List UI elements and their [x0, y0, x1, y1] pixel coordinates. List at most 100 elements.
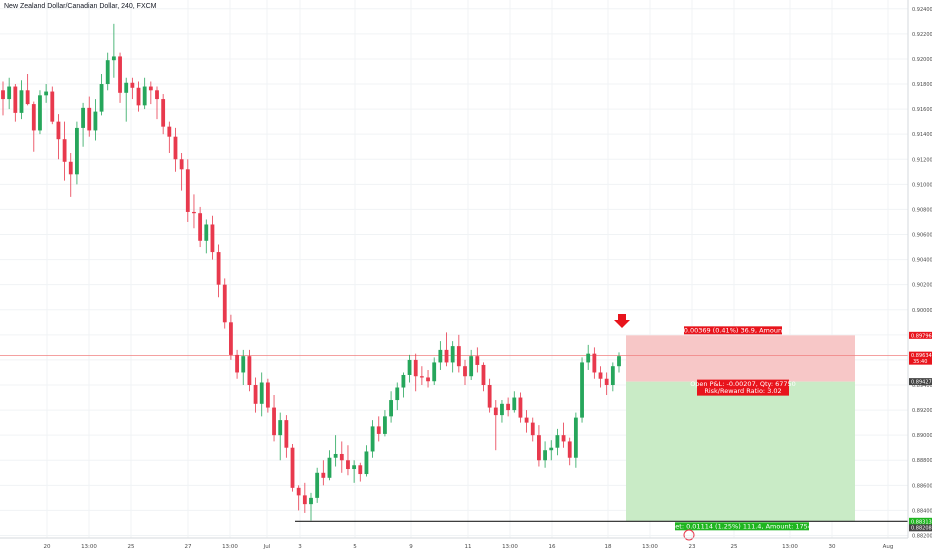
candlestick-series — [1, 23, 621, 521]
candle-body — [309, 497, 313, 505]
candle-body — [580, 362, 584, 418]
candle-body — [487, 385, 492, 408]
candle-body — [192, 211, 196, 214]
sell-arrow-icon — [614, 314, 630, 328]
x-tick-label: 20 — [44, 544, 51, 550]
candle-body — [549, 447, 554, 451]
x-tick-label: 13:00 — [81, 544, 97, 550]
candle-body — [419, 376, 424, 378]
candle-body — [198, 213, 203, 241]
time-axis[interactable]: 20 13:00 25 27 13:00 Jul 3 5 9 11 13:00 16 18 13:00 23… — [0, 537, 908, 550]
candle-body — [339, 453, 344, 461]
y-tick-label: 0.89200 — [912, 408, 932, 414]
candle-body — [364, 451, 369, 475]
candle-body — [68, 161, 73, 175]
candle-body — [284, 420, 289, 448]
candle-body — [62, 139, 67, 162]
y-tick-label: 0.88200 — [912, 533, 932, 539]
bar-countdown-text: 35:40 — [913, 359, 927, 365]
entry-price-tag: 0.89427 — [909, 378, 932, 386]
candle-body — [155, 90, 159, 100]
candle-body — [25, 90, 30, 105]
candle-body — [469, 356, 474, 377]
y-tick-label: 0.92200 — [912, 32, 932, 38]
candle-body — [450, 346, 455, 363]
candle-body — [136, 87, 141, 106]
x-tick-label: 27 — [185, 544, 192, 550]
y-tick-label: 0.90800 — [912, 207, 932, 213]
y-tick-label: 0.90200 — [912, 283, 932, 289]
candle-body — [346, 460, 350, 470]
candle-body — [493, 407, 498, 416]
candle-body — [124, 82, 129, 93]
candle-body — [358, 465, 363, 475]
x-tick-label: 9 — [409, 544, 413, 550]
candle-body — [1, 90, 5, 100]
y-tick-label: 0.90000 — [912, 308, 932, 314]
candle-body — [407, 359, 412, 375]
candle-body — [7, 86, 12, 100]
y-tick-label: 0.89000 — [912, 433, 932, 439]
candle-body — [278, 420, 283, 436]
candle-body — [296, 487, 301, 496]
candle-body — [31, 104, 36, 131]
candle-body — [543, 450, 547, 461]
candle-body — [185, 169, 190, 212]
stop-label-box: Stop: 0.00369 (0.41%) 36.9, Amount: 750 — [665, 326, 802, 335]
candle-body — [216, 252, 221, 285]
stop-label: Stop: 0.00369 (0.41%) 36.9, Amount: 750 — [665, 326, 802, 334]
candle-body — [56, 121, 61, 140]
candle-body — [432, 362, 437, 382]
candle-body — [395, 387, 400, 401]
stop-price-tag: 0.89796 — [909, 331, 932, 339]
y-tick-label: 0.90600 — [912, 233, 932, 239]
candle-body — [524, 417, 529, 423]
stop-price-tag-text: 0.89796 — [911, 333, 932, 339]
candle-body — [222, 284, 227, 323]
take-profit-zone[interactable] — [626, 381, 855, 522]
x-tick-label: Jul — [263, 544, 271, 550]
candle-body — [321, 472, 326, 478]
current-price-tag-text: 0.89634 — [911, 353, 932, 359]
candle-body — [235, 354, 239, 373]
candle-body — [518, 397, 523, 418]
price-axis[interactable]: 0.92400 0.92200 0.92000 0.91800 0.91600 0.914… — [907, 0, 932, 539]
candle-body — [413, 359, 418, 377]
candle-body — [376, 426, 381, 434]
y-tick-label: 0.91800 — [912, 82, 932, 88]
x-tick-label: 3 — [298, 544, 302, 550]
candle-body — [241, 356, 246, 373]
candle-body — [389, 400, 393, 417]
candle-body — [130, 82, 135, 88]
current-price-tag: 0.89634 35:40 — [909, 351, 932, 365]
target-price-tag: 0.88313 — [909, 517, 932, 525]
candle-body — [444, 349, 449, 363]
candle-body — [315, 472, 320, 498]
candle-body — [259, 382, 264, 404]
candle-body — [253, 385, 258, 404]
y-tick-label: 0.91600 — [912, 107, 932, 113]
candle-body — [530, 422, 535, 436]
candle-body — [352, 465, 357, 470]
stop-loss-zone[interactable] — [626, 335, 855, 382]
position-zones — [626, 335, 855, 522]
candle-body — [167, 126, 172, 137]
y-tick-label: 0.88800 — [912, 458, 932, 464]
open-pnl-label: Open P&L: -0.00207, Qty: 67750 — [690, 380, 796, 388]
entry-price-tag-text: 0.89427 — [911, 380, 932, 386]
y-tick-label: 0.91000 — [912, 182, 932, 188]
candle-body — [383, 416, 387, 434]
x-tick-label: 25 — [731, 544, 738, 550]
candle-body — [290, 447, 295, 488]
candle-body — [333, 453, 338, 458]
candle-body — [604, 378, 609, 386]
candle-body — [463, 366, 467, 377]
candle-body — [370, 426, 375, 452]
candle-body — [586, 353, 591, 363]
candle-body — [555, 435, 560, 448]
candle-body — [99, 84, 104, 112]
y-tick-label: 0.92000 — [912, 57, 932, 63]
x-tick-label: 5 — [353, 544, 357, 550]
